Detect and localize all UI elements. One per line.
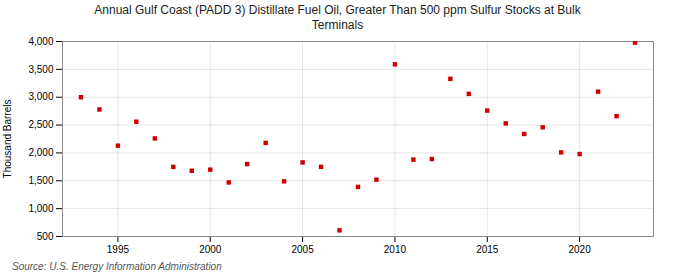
svg-text:3,000: 3,000 — [28, 91, 53, 102]
svg-text:2020: 2020 — [569, 244, 592, 255]
svg-text:2,500: 2,500 — [28, 119, 53, 130]
svg-text:2005: 2005 — [291, 244, 314, 255]
svg-text:3,500: 3,500 — [28, 64, 53, 75]
svg-text:1,000: 1,000 — [28, 203, 53, 214]
svg-text:4,000: 4,000 — [28, 36, 53, 47]
svg-text:500: 500 — [37, 231, 54, 242]
svg-text:1,500: 1,500 — [28, 175, 53, 186]
svg-text:1995: 1995 — [107, 244, 130, 255]
svg-text:2,000: 2,000 — [28, 147, 53, 158]
svg-text:2000: 2000 — [199, 244, 222, 255]
svg-text:2010: 2010 — [384, 244, 407, 255]
svg-text:2015: 2015 — [476, 244, 499, 255]
html-text:Annual Gulf Coast (PADD 3) Dis: Annual Gulf Coast (PADD 3) Distillate Fu… — [94, 3, 581, 32]
svg-text:Thousand Barrels: Thousand Barrels — [2, 100, 13, 179]
html-text:Source: U.S. Energy Informatio: Source: U.S. Energy Information Administ… — [12, 261, 222, 272]
